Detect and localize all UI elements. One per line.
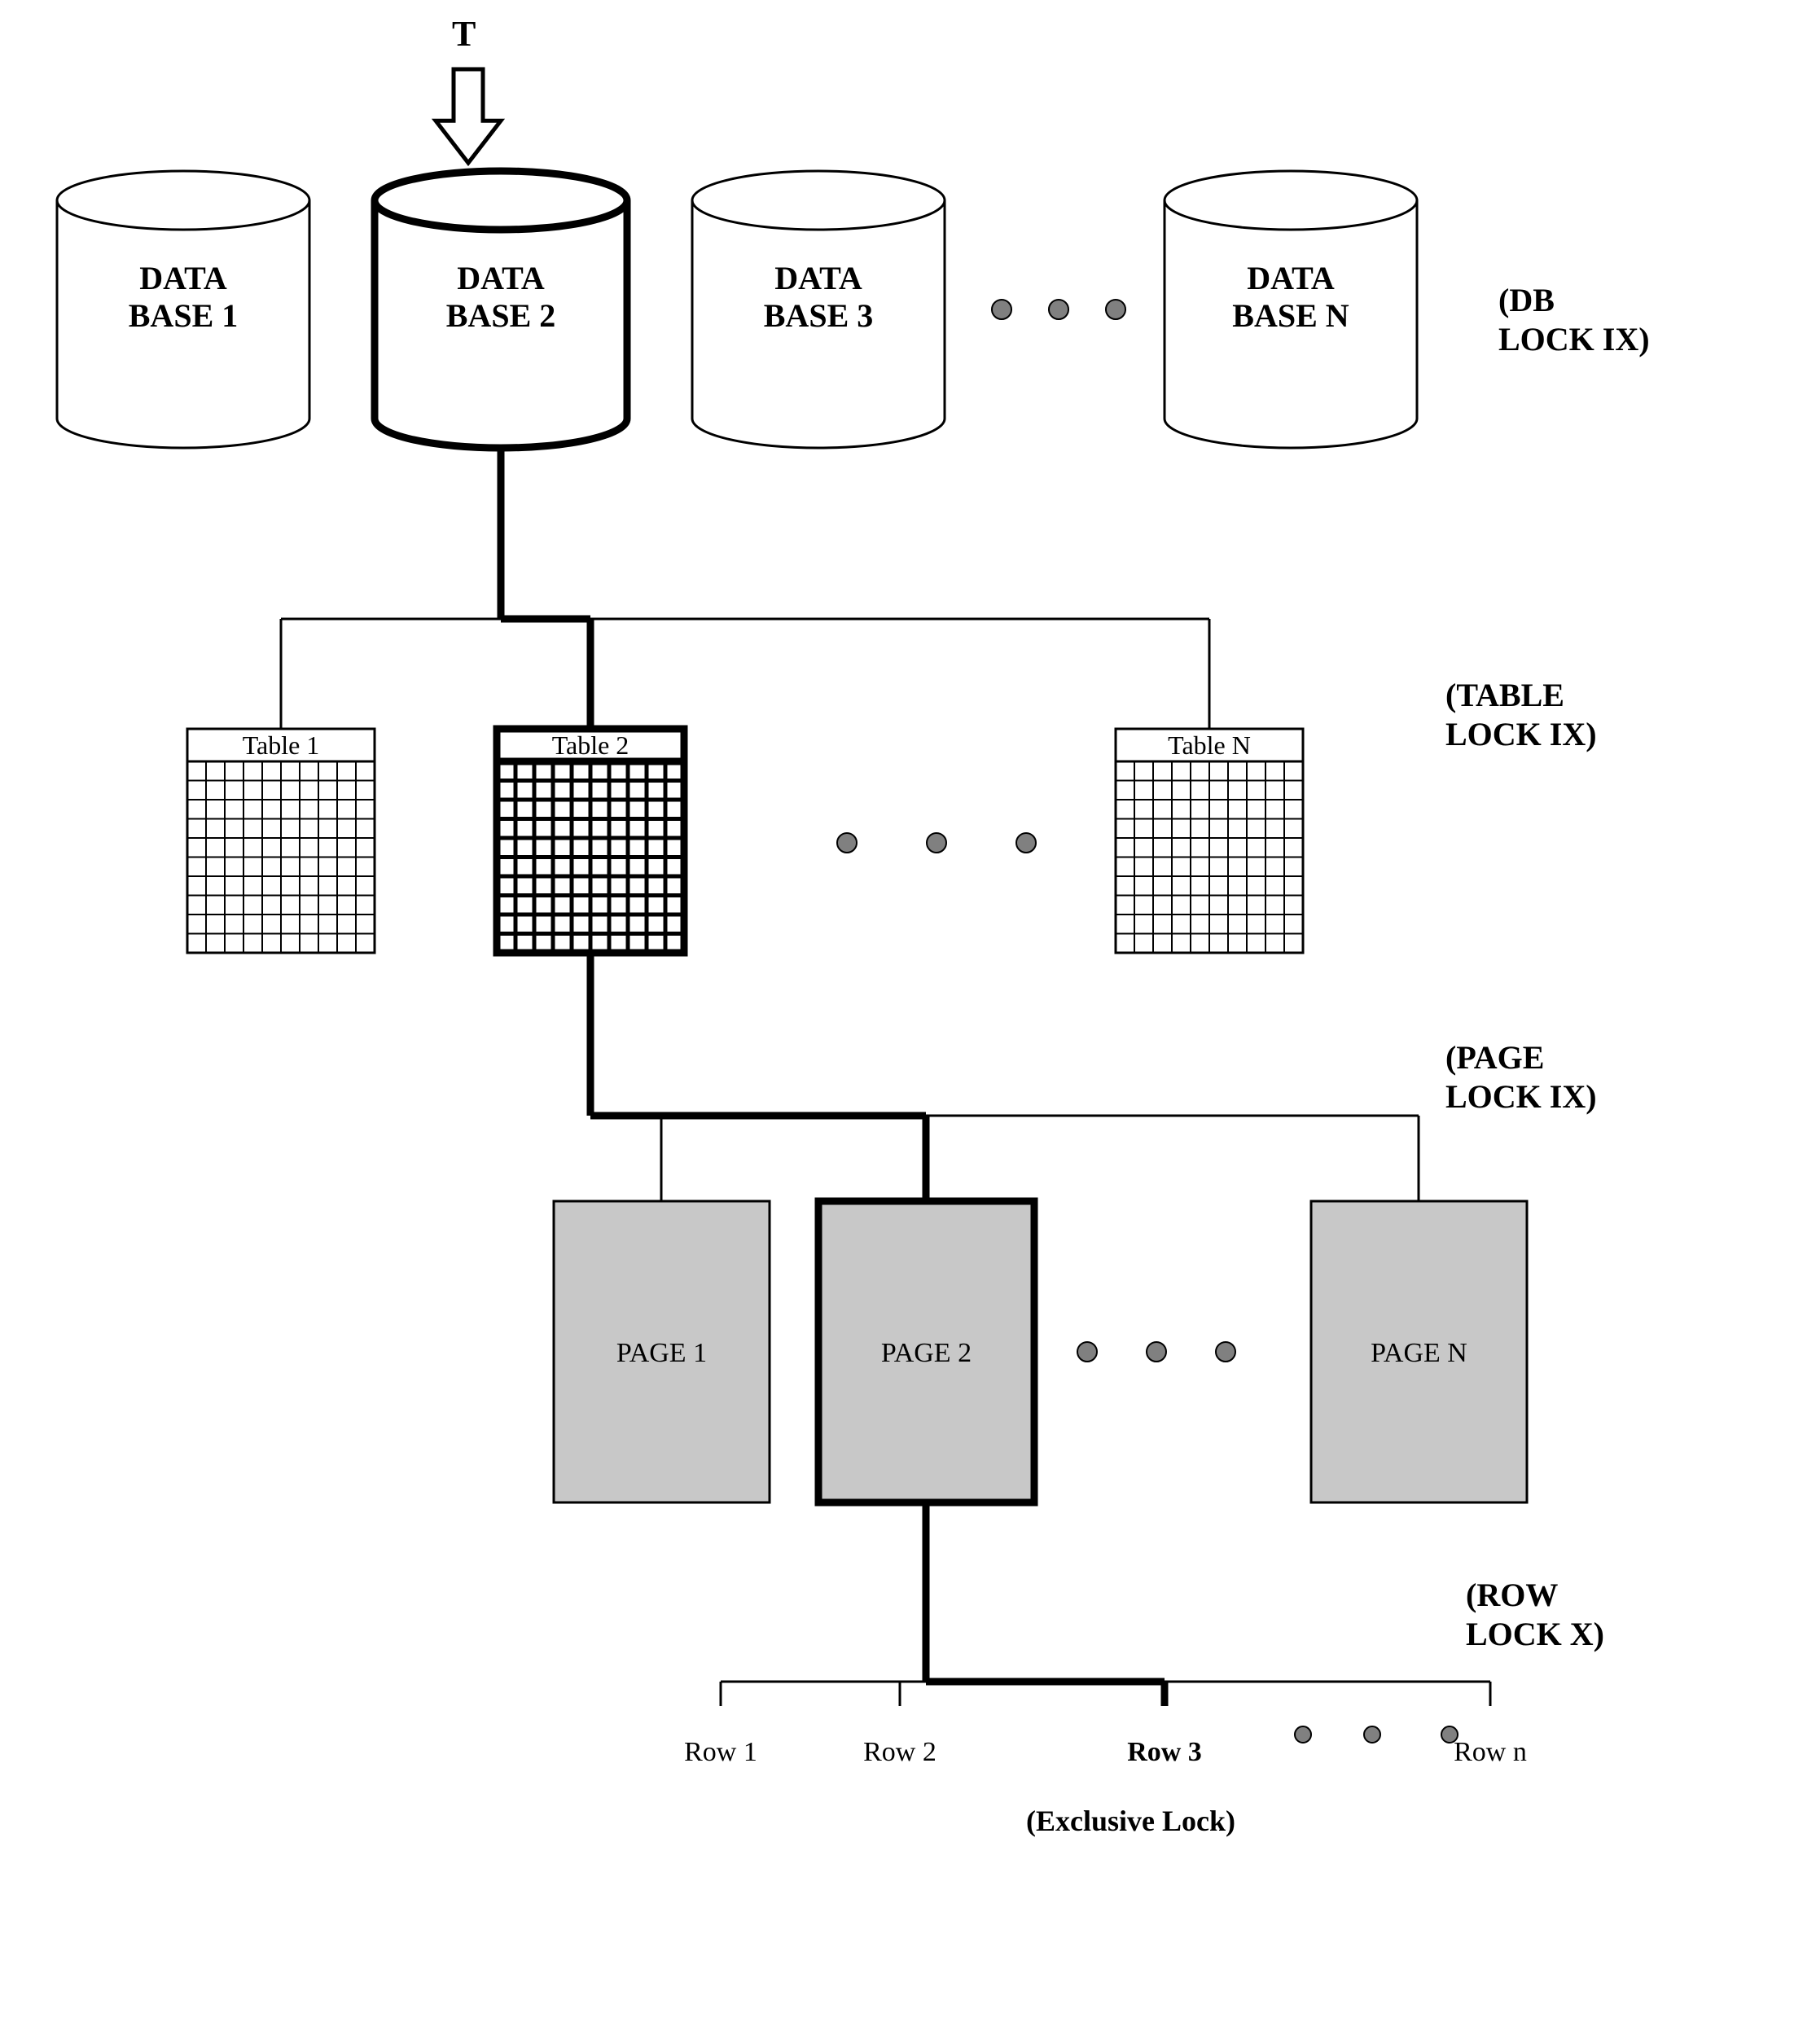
page-label-pN: PAGE N [1311,1338,1527,1369]
db-label-dbN: DATABASE N [1165,260,1417,335]
row-label-r2: Row 2 [835,1737,965,1768]
lock-label-table: (TABLELOCK IX) [1445,676,1597,754]
ellipsis-dot [1364,1726,1380,1743]
page-label-p2: PAGE 2 [818,1338,1034,1369]
cylinder-top-db1 [57,171,309,230]
db-label-db2: DATABASE 2 [375,260,627,335]
ellipsis-dot [1049,300,1068,319]
ellipsis-dot [1147,1342,1166,1362]
diagram-canvas: T DATABASE 1 DATABASE 2 DATABASE 3 DATABASE … [0,0,1816,2044]
row-label-r1: Row 1 [656,1737,786,1768]
cylinder-top-db3 [692,171,945,230]
table-label-t2: Table 2 [497,730,684,761]
row-label-r3: Row 3 [1099,1737,1230,1768]
cylinder-top-dbN [1165,171,1417,230]
row-label-rN: Row n [1425,1737,1555,1768]
lock-label-row: (ROWLOCK X) [1466,1576,1604,1654]
transaction-label: T [452,13,476,55]
ellipsis-dot [1106,300,1125,319]
exclusive-lock-label: (Exclusive Lock) [1026,1804,1235,1838]
ellipsis-dot [1295,1726,1311,1743]
ellipsis-dot [1216,1342,1235,1362]
table-label-tN: Table N [1116,730,1303,761]
db-label-db3: DATABASE 3 [692,260,945,335]
lock-label-page: (PAGELOCK IX) [1445,1038,1597,1116]
lock-label-db: (DBLOCK IX) [1498,281,1650,359]
arrow-down-icon [436,69,501,163]
ellipsis-dot [992,300,1011,319]
db-label-db1: DATABASE 1 [57,260,309,335]
ellipsis-dot [927,833,946,853]
table-label-t1: Table 1 [187,730,375,761]
ellipsis-dot [1016,833,1036,853]
page-label-p1: PAGE 1 [554,1338,770,1369]
cylinder-top-db2 [375,171,627,230]
ellipsis-dot [837,833,857,853]
ellipsis-dot [1077,1342,1097,1362]
